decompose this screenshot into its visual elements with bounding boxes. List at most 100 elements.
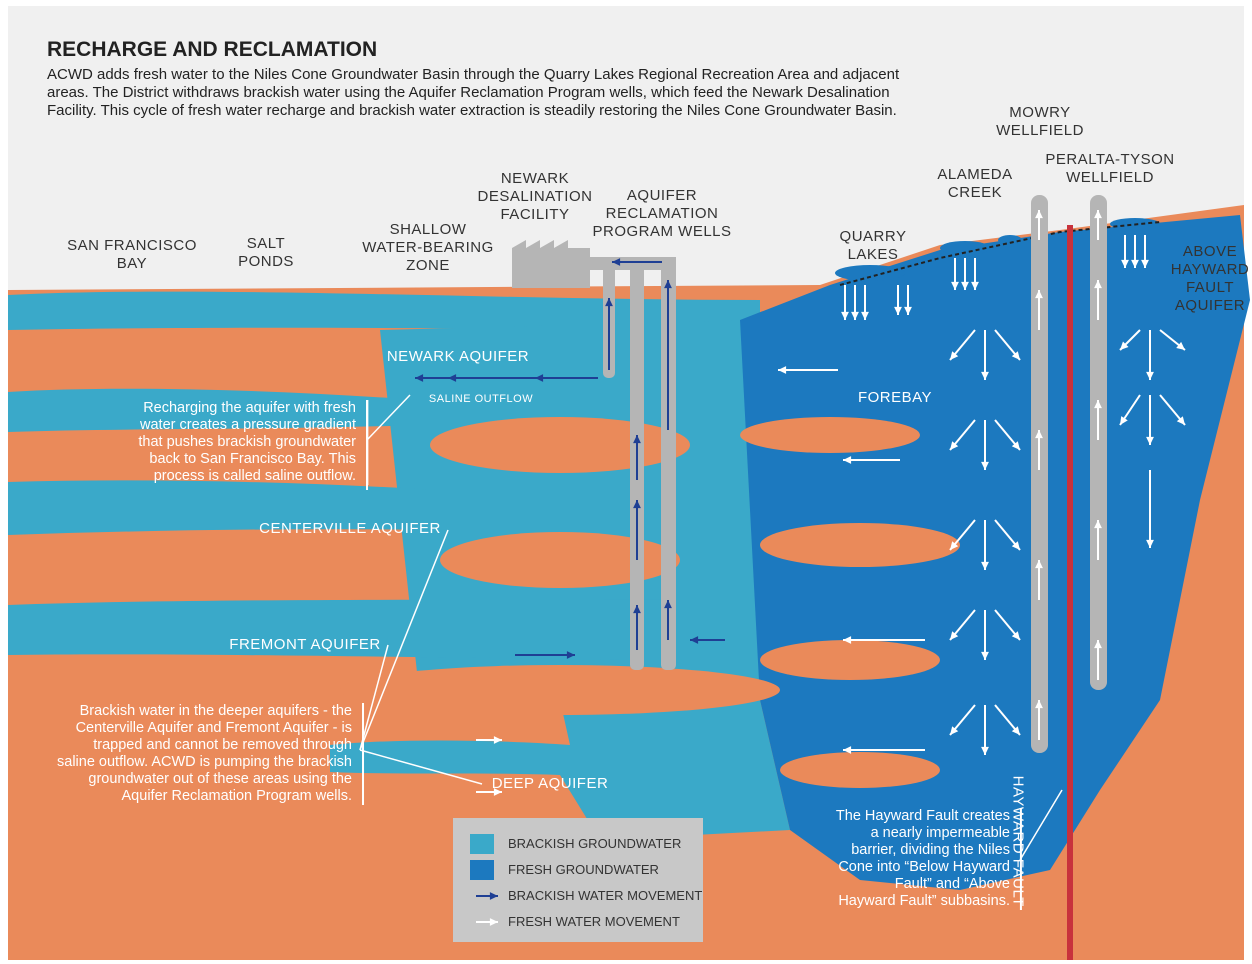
label: PERALTA-TYSON WELLFIELD — [1045, 151, 1174, 187]
arrow-head — [843, 456, 852, 464]
text-line: ALAMEDA — [937, 166, 1013, 183]
arrow-head — [448, 374, 457, 382]
arrow-head — [1120, 341, 1129, 350]
arrow-head — [493, 788, 502, 796]
leader — [366, 394, 411, 441]
clay-lens — [780, 752, 940, 788]
lake — [940, 241, 990, 255]
text-line: areas. The District withdraws brackish w… — [47, 84, 890, 101]
legend-swatch — [470, 834, 494, 854]
arrow-head — [981, 561, 989, 570]
arrow-head — [1094, 400, 1102, 409]
text-line: WATER-BEARING — [362, 239, 494, 256]
label: QUARRY LAKES — [840, 228, 907, 264]
text-line: PROGRAM WELLS — [592, 223, 732, 240]
deep-aquifer — [330, 700, 790, 840]
text-line: barrier, dividing the Niles — [851, 842, 1010, 858]
arrow-head — [1176, 341, 1185, 350]
label: SALT PONDS — [238, 235, 294, 271]
brackish-layer — [8, 291, 760, 330]
arrow-head — [1121, 259, 1129, 268]
text-line: PONDS — [238, 253, 294, 270]
brackish-layer — [8, 599, 770, 660]
clay-lens — [740, 417, 920, 453]
text-line: process is called saline outflow. — [153, 468, 356, 484]
clay-lens — [340, 665, 780, 715]
text-line: SALT — [246, 235, 286, 252]
arrow-head — [951, 281, 959, 290]
arrow-head — [415, 374, 424, 382]
text-line: The Hayward Fault creates — [835, 808, 1010, 824]
text-line: Facility. This cycle of fresh water rech… — [47, 102, 897, 119]
peralta-well — [1090, 195, 1107, 690]
label: NEWARK DESALINATION FACILITY — [478, 170, 593, 224]
text-line: RECLAMATION — [605, 205, 719, 222]
text-line: BAY — [116, 255, 148, 272]
callout: Recharging the aquifer with fresh water c… — [138, 400, 368, 485]
text-line: saline outflow. ACWD is pumping the brac… — [57, 754, 352, 770]
arrow-head — [633, 500, 641, 509]
text-line: water creates a pressure gradient — [140, 417, 356, 433]
leader — [359, 749, 483, 785]
text-line: ACWD adds fresh water to the Niles Cone … — [47, 66, 900, 83]
legend-label: FRESH GROUNDWATER — [508, 862, 659, 877]
lake — [835, 265, 905, 281]
text-line: FAULT — [1185, 279, 1235, 296]
arrow-head — [633, 435, 641, 444]
text-line: FOREBAY — [857, 389, 933, 406]
arrow-head — [1146, 436, 1154, 445]
arrow-head — [981, 746, 989, 755]
arrow-head — [1146, 371, 1154, 380]
legend-label: BRACKISH WATER MOVEMENT — [508, 888, 703, 903]
brackish-layer — [8, 388, 420, 432]
arrow-head — [950, 726, 959, 735]
text-line: DEEP AQUIFER — [491, 775, 609, 792]
text-line: NEWARK AQUIFER — [386, 348, 530, 365]
text-line: SHALLOW — [389, 221, 467, 238]
clay-lens — [760, 523, 960, 567]
text-line: Aquifer Reclamation Program wells. — [121, 788, 352, 804]
arrow-head — [1094, 280, 1102, 289]
label: SAN FRANCISCO BAY — [67, 237, 197, 273]
arrow-head — [1146, 539, 1154, 548]
arrow-head — [971, 281, 979, 290]
arrow-head — [981, 461, 989, 470]
arrow-head — [1011, 541, 1020, 550]
text-line: Cone into “Below Hayward — [838, 859, 1010, 875]
arrow-head — [1176, 416, 1185, 425]
leader — [359, 529, 449, 751]
text-line: HAYWARD — [1170, 261, 1250, 278]
label: FOREBAY — [858, 389, 932, 407]
arrow-head — [1094, 640, 1102, 649]
text-line: Centerville Aquifer and Fremont Aquifer … — [75, 720, 352, 736]
text-line: AQUIFER — [626, 187, 698, 204]
text-line: NEWARK — [500, 170, 570, 187]
text-line: SAN FRANCISCO — [67, 237, 197, 254]
fresh-zone — [740, 215, 1250, 890]
legend-swatch — [470, 860, 494, 880]
arrow-head — [605, 298, 613, 307]
title: RECHARGE AND RECLAMATION — [47, 38, 378, 61]
brackish-layer — [8, 480, 440, 535]
arrow-head — [1035, 700, 1043, 709]
text-line: LAKES — [847, 246, 899, 263]
text-line: QUARRY — [839, 228, 907, 245]
label: NEWARK AQUIFER — [387, 348, 529, 366]
arrow-head — [778, 366, 787, 374]
arrow-head — [1035, 210, 1043, 219]
label: SALINE OUTFLOW — [429, 390, 533, 408]
text-line: ABOVE — [1182, 243, 1238, 260]
arrow-head — [950, 541, 959, 550]
arrow-head — [1035, 290, 1043, 299]
text-line: CREEK — [947, 184, 1003, 201]
text-line: that pushes brackish groundwater — [138, 434, 356, 450]
arrow-head — [1035, 560, 1043, 569]
clay-lens — [430, 417, 690, 473]
text-line: AQUIFER — [1174, 297, 1246, 314]
arrow-head — [961, 281, 969, 290]
label: DEEP AQUIFER — [492, 775, 609, 793]
arrow-head — [566, 651, 575, 659]
text-line: CENTERVILLE AQUIFER — [259, 520, 441, 537]
callout: The Hayward Fault creates a nearly imperm… — [836, 808, 1022, 910]
